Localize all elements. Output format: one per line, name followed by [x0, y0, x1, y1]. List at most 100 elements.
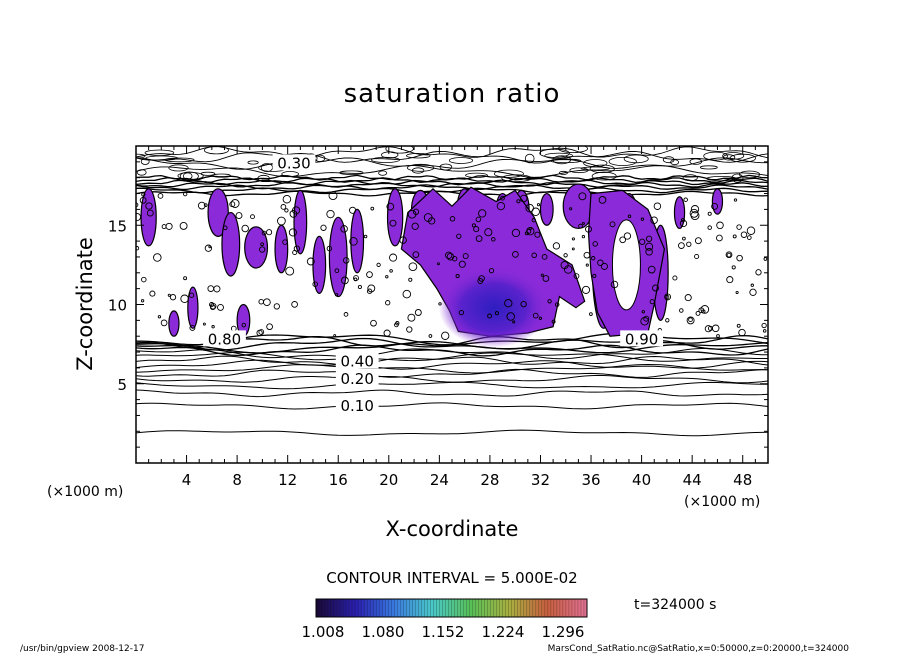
plot-area — [136, 146, 768, 437]
colorbar-cell — [583, 599, 588, 617]
colorbar-cell — [364, 599, 368, 617]
contour-speck — [707, 211, 712, 216]
colorbar-cell — [535, 599, 540, 617]
contour-speck — [531, 252, 537, 259]
upper-speck — [569, 167, 589, 174]
contour-speck — [761, 322, 767, 329]
contour-speck — [716, 334, 720, 338]
colorbar-cell — [463, 599, 467, 617]
shading-blob — [711, 188, 724, 215]
contour-speck — [690, 205, 700, 214]
x-tick-label: 32 — [531, 471, 550, 489]
contour-speck — [385, 275, 389, 279]
colorbar-cell — [529, 599, 534, 617]
contour-line — [136, 363, 768, 374]
upper-speck — [339, 170, 364, 175]
contour-speck — [736, 224, 742, 230]
colorbar-cell — [499, 599, 503, 617]
contour-speck — [471, 223, 476, 228]
contour-speck — [230, 199, 240, 208]
colorbar-cell — [514, 599, 519, 617]
contour-speck — [389, 253, 398, 262]
contour-speck — [210, 304, 216, 311]
colorbar-cell — [487, 599, 491, 617]
colorbar-cell — [433, 599, 437, 617]
colorbar-cell — [526, 599, 531, 617]
contour-speck — [349, 237, 358, 246]
contour-speck — [141, 276, 147, 283]
colorbar-cell — [421, 599, 425, 617]
contour-speck — [524, 231, 529, 236]
contour-speck — [306, 257, 315, 266]
colorbar-cell — [346, 599, 350, 617]
contour-speck — [578, 192, 587, 201]
upper-speck — [731, 173, 744, 183]
contour-speck — [542, 275, 550, 282]
x-unit-right: (×1000 m) — [684, 494, 760, 510]
contour-speck — [208, 245, 212, 249]
contour-speck — [531, 207, 540, 217]
x-tick-label: 20 — [379, 471, 398, 489]
contour-speck — [653, 202, 662, 210]
contour-speck — [731, 265, 736, 270]
colorbar-cell — [325, 599, 329, 617]
upper-speck — [260, 162, 273, 172]
upper-speck — [200, 171, 216, 176]
contour-speck — [161, 224, 167, 230]
contour-speck — [169, 294, 177, 301]
contour-speck — [694, 237, 702, 245]
upper-speck — [448, 157, 474, 164]
y-tick-label: 15 — [108, 217, 127, 235]
contour-speck — [273, 303, 280, 310]
supersaturation-shading — [140, 183, 724, 348]
contour-line — [136, 381, 768, 390]
plume-gap — [611, 219, 641, 311]
contour-speck — [516, 199, 521, 204]
colorbar-frame — [315, 598, 588, 618]
upper-speck — [493, 169, 524, 178]
contour-speck — [725, 251, 733, 259]
colorbar-cell — [367, 599, 371, 617]
contour-speck — [716, 221, 724, 230]
colorbar-cell — [511, 599, 516, 617]
contour-speck — [165, 222, 173, 230]
contour-speck — [241, 224, 249, 233]
upper-speck — [558, 146, 588, 153]
contour-speck — [732, 234, 737, 239]
contour-speck — [560, 261, 569, 270]
y-tick-label: 10 — [108, 297, 127, 315]
contour-speck — [441, 331, 450, 340]
contour-speck — [285, 266, 295, 276]
colorbar-cell — [352, 599, 356, 617]
contour-speck — [536, 203, 541, 207]
colorbar-cell — [475, 599, 479, 617]
contour-speck — [180, 294, 189, 304]
contour-speck — [383, 329, 391, 337]
contour-speck — [456, 233, 462, 239]
colorbar-cell — [565, 599, 570, 617]
contour-speck — [686, 241, 692, 247]
upper-speck — [524, 153, 535, 164]
contour-speck — [451, 255, 458, 262]
contour-speck — [280, 204, 287, 210]
contour-speck — [349, 206, 357, 214]
colorbar-cell — [340, 599, 344, 617]
contour-speck — [207, 285, 215, 292]
contour-speck — [547, 299, 552, 304]
contour-speck — [679, 219, 688, 228]
contour-speck — [386, 202, 395, 211]
contour-speck — [407, 313, 416, 322]
colorbar-cell — [472, 599, 476, 617]
contour-line — [136, 184, 768, 191]
contour-speck — [458, 260, 466, 268]
contour-speck — [597, 259, 604, 267]
upper-speck — [144, 149, 175, 156]
contour-speck — [292, 206, 301, 215]
contour-line — [136, 187, 768, 194]
contour-speck — [209, 302, 215, 308]
shading-blob — [244, 226, 269, 269]
contour-line — [136, 146, 768, 159]
contour-speck — [640, 217, 645, 221]
contour-speck — [260, 242, 264, 247]
contour-line — [136, 179, 768, 186]
